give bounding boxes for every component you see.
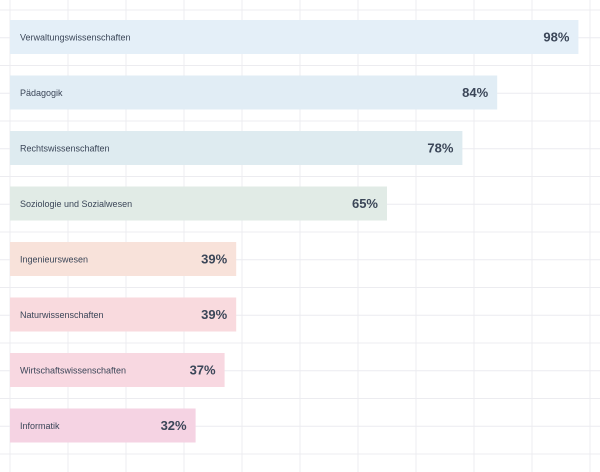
bar-group: Wirtschaftswissenschaften 37% [10,353,225,387]
category-label: Ingenieurswesen [20,255,88,265]
value-label: 39% [201,252,227,267]
bar-group: Pädagogik 84% [10,75,498,110]
category-label: Verwaltungswissenschaften [20,33,131,43]
bar [10,131,463,165]
category-label: Wirtschaftswissenschaften [20,366,126,376]
bar-group: Soziologie und Sozialwesen 65% [10,186,387,221]
value-label: 39% [201,307,227,322]
value-label: 78% [427,141,453,156]
value-label: 84% [462,85,488,100]
bar-group: Verwaltungswissenschaften 98% [10,20,579,54]
bars: Verwaltungswissenschaften 98% Pädagogik 84%… [10,20,579,443]
value-label: 37% [190,363,216,378]
bar [10,75,498,110]
bar [10,186,387,221]
value-label: 65% [352,196,378,211]
bar [10,242,237,276]
category-label: Soziologie und Sozialwesen [20,199,132,209]
bar-group: Rechtswissenschaften 78% [10,131,463,165]
category-label: Pädagogik [20,88,63,98]
bar-group: Naturwissenschaften 39% [10,297,237,332]
value-label: 32% [161,418,187,433]
bar-group: Ingenieurswesen 39% [10,242,237,276]
category-label: Informatik [20,421,60,431]
bar-group: Informatik 32% [10,408,196,443]
bar [10,353,225,387]
value-label: 98% [543,30,569,45]
bar [10,297,237,332]
category-label: Naturwissenschaften [20,310,104,320]
bar [10,408,196,443]
category-label: Rechtswissenschaften [20,144,110,154]
bar [10,20,579,54]
